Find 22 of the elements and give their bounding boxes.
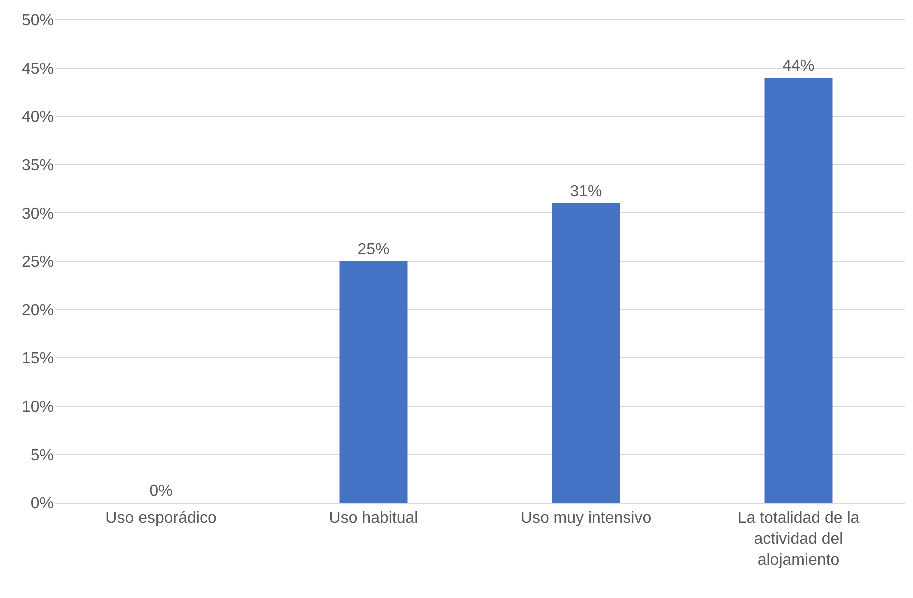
bar bbox=[764, 78, 833, 503]
data-label: 31% bbox=[570, 184, 602, 201]
data-label: 25% bbox=[358, 242, 390, 258]
x-tick-label: La totalidad de la actividad del alojamiento bbox=[738, 510, 860, 569]
y-tick-label: 10% bbox=[22, 399, 54, 416]
x-tick-label: Uso esporádico bbox=[106, 510, 217, 528]
x-tick-label: Uso habitual bbox=[329, 510, 418, 528]
x-tick-label: Uso muy intensivo bbox=[520, 510, 652, 528]
y-tick-label: 45% bbox=[22, 60, 54, 78]
y-tick-label: 20% bbox=[22, 302, 54, 320]
data-label: 44% bbox=[782, 58, 815, 75]
y-tick-label: 50% bbox=[22, 12, 54, 30]
y-tick-label: 5% bbox=[30, 447, 54, 464]
bar bbox=[552, 204, 620, 503]
y-tick-label: 15% bbox=[22, 350, 54, 368]
bar bbox=[340, 262, 408, 503]
y-tick-label: 25% bbox=[22, 254, 54, 272]
y-tick-label: 30% bbox=[22, 206, 54, 223]
data-label: 0% bbox=[150, 483, 173, 500]
y-tick-label: 0% bbox=[30, 496, 54, 513]
y-tick-label: 40% bbox=[22, 109, 54, 126]
y-tick-label: 35% bbox=[22, 158, 54, 174]
